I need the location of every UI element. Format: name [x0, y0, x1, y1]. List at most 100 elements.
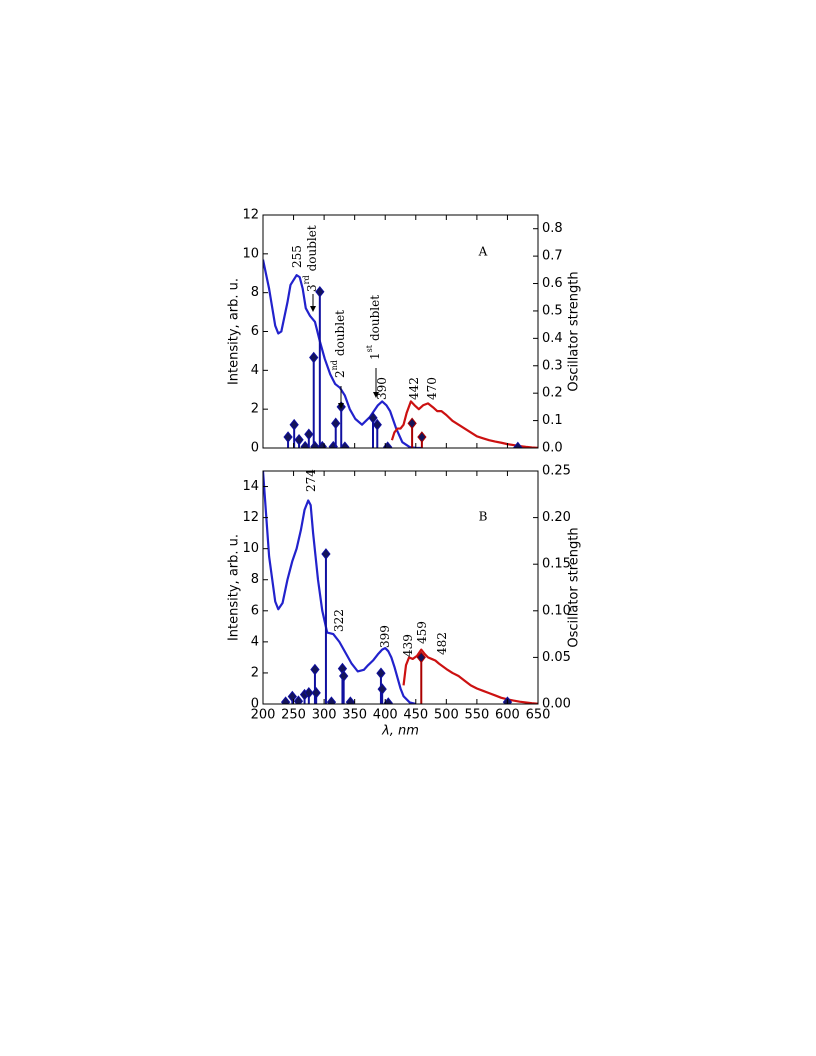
annotation-text: 390	[375, 377, 389, 400]
annotation: 459	[415, 621, 429, 644]
y-tick-label: 0	[251, 441, 259, 456]
stem-marker	[289, 418, 299, 431]
annotation-base: 2	[333, 370, 347, 378]
curve	[390, 400, 538, 448]
y-tick-label: 10	[242, 246, 259, 261]
annotation-sup: nd	[330, 360, 339, 370]
stem-marker	[417, 431, 427, 443]
stem-marker	[311, 687, 321, 699]
y-tick-label: 10	[242, 541, 259, 556]
annotation-text: 482	[435, 632, 449, 655]
annotation: 3rd doublet	[302, 225, 319, 292]
y2-axis-label: Oscillator strength	[567, 271, 582, 391]
plot-area	[263, 471, 538, 704]
y2-tick-label: 0.05	[542, 650, 571, 665]
stem-marker	[340, 441, 350, 448]
arrow-head	[338, 403, 344, 409]
annotation: 482	[435, 632, 449, 655]
annotation: 255	[290, 245, 304, 268]
curve	[263, 259, 422, 448]
x-tick-label: 400	[373, 708, 398, 723]
arrow-head	[310, 306, 316, 312]
y2-tick-label: 0.8	[542, 221, 563, 236]
stem-marker	[293, 695, 304, 704]
y-tick-label: 14	[242, 479, 259, 494]
y2-tick-label: 0.20	[542, 510, 571, 525]
annotation-text: 439	[401, 634, 415, 657]
stem-marker	[280, 696, 291, 704]
annotation: 399	[378, 625, 392, 648]
x-tick-label: 350	[342, 708, 367, 723]
y2-tick-label: 0.4	[542, 331, 563, 346]
stem-marker	[407, 417, 417, 430]
annotation-text: 470	[425, 377, 439, 400]
stem-marker	[294, 433, 304, 446]
annotation-text: 459	[415, 621, 429, 644]
y-tick-label: 8	[251, 572, 259, 587]
x-tick-label: 200	[251, 708, 276, 723]
y-tick-label: 2	[251, 402, 259, 417]
y-tick-label: 2	[251, 665, 259, 680]
annotation-text: doublet	[368, 295, 382, 341]
y-tick-label: 0	[251, 697, 259, 712]
x-tick-label: 450	[403, 708, 428, 723]
annotation: 2nd doublet	[330, 310, 347, 378]
stem-marker	[310, 663, 320, 676]
stem-marker	[331, 417, 341, 430]
annotation-base: 3	[305, 284, 319, 292]
annotation: 470	[425, 377, 439, 400]
stem-marker	[309, 351, 319, 364]
stem-marker	[368, 412, 378, 424]
y2-tick-label: 0.2	[542, 386, 563, 401]
y2-tick-label: 0.1	[542, 413, 563, 428]
y2-tick-label: 0.7	[542, 249, 563, 264]
annotation-text: 442	[407, 377, 421, 400]
stem-marker	[315, 285, 325, 298]
x-tick-label: 500	[434, 708, 459, 723]
stem-marker	[345, 696, 356, 704]
x-tick-label: 300	[312, 708, 337, 723]
y-tick-label: 12	[242, 510, 259, 525]
x-tick-label: 600	[495, 708, 520, 723]
plot-frame	[262, 470, 539, 705]
annotation-text: 399	[378, 625, 392, 648]
annotation-text: doublet	[333, 310, 347, 356]
annotation: 442	[407, 377, 421, 400]
y-tick-label: 4	[251, 634, 259, 649]
stem-marker	[287, 690, 297, 703]
x-axis-label: λ, nm	[381, 724, 419, 739]
y-axis-label: Intensity, arb. u.	[227, 278, 242, 385]
y2-tick-label: 0.00	[542, 697, 571, 712]
panel-label: A	[478, 245, 488, 259]
annotation: 274	[304, 469, 318, 492]
y-tick-label: 6	[251, 603, 259, 618]
stem-marker	[372, 418, 382, 431]
arrow-head	[373, 392, 379, 398]
x-tick-label: 250	[281, 708, 306, 723]
stem-marker	[377, 683, 387, 695]
x-tick-label: 650	[526, 708, 551, 723]
plot-area	[263, 259, 538, 448]
y2-tick-label: 0.25	[542, 464, 571, 479]
stem-marker	[376, 667, 386, 680]
annotation-text: doublet	[305, 225, 319, 271]
annotation: 1st doublet	[365, 295, 382, 360]
stem-marker	[339, 670, 349, 682]
stem-marker	[300, 440, 310, 448]
stem-marker	[326, 696, 337, 704]
stem-marker	[321, 548, 331, 560]
stem-marker	[513, 441, 523, 448]
annotation-base: 1	[368, 352, 382, 360]
x-tick-label: 550	[464, 708, 489, 723]
y-tick-label: 6	[251, 324, 259, 339]
y-tick-label: 8	[251, 285, 259, 300]
y2-axis-label: Oscillator strength	[567, 527, 582, 647]
y2-tick-label: 0.10	[542, 603, 571, 618]
annotation-sup: st	[365, 344, 374, 352]
annotation: 390	[375, 377, 389, 400]
panel-label: B	[479, 510, 488, 524]
y2-tick-label: 0.6	[542, 276, 563, 291]
stem-marker	[310, 440, 320, 448]
annotation-sup: rd	[302, 275, 311, 284]
